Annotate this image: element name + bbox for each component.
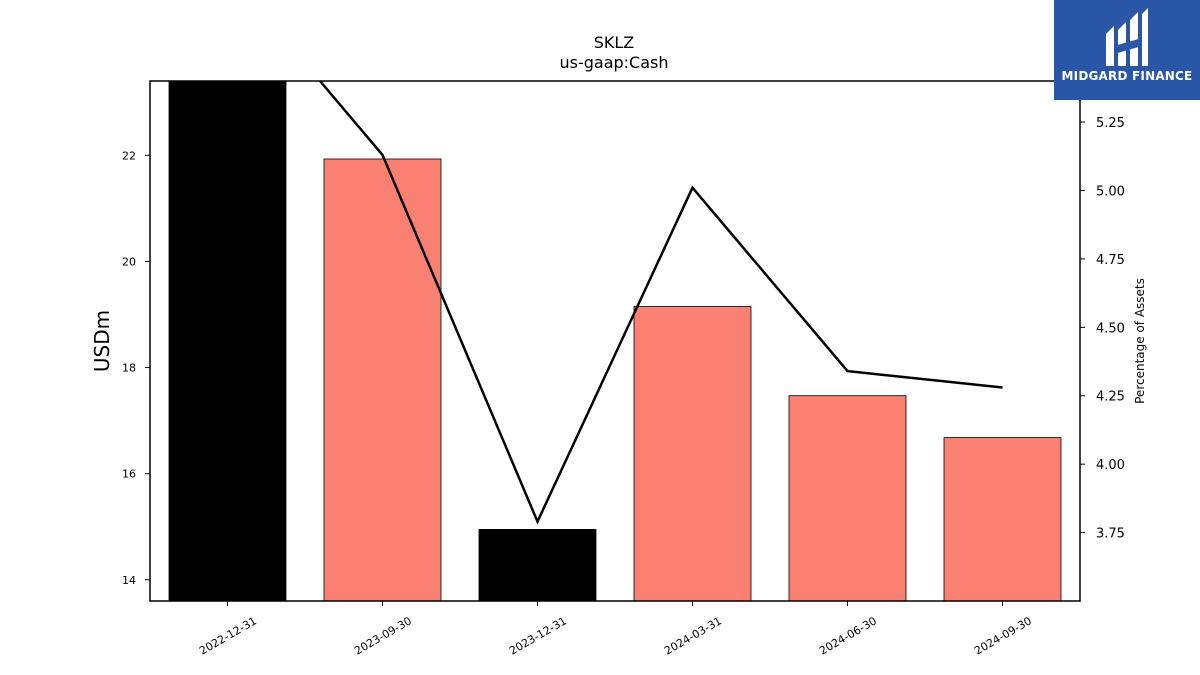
- y-tick-label: 22: [122, 149, 136, 162]
- plot-frame: [149, 80, 1081, 602]
- y2-tick-label: 4.50: [1096, 321, 1125, 336]
- bar-2022-12-31: [168, 80, 287, 602]
- bar-2024-06-30: [788, 395, 907, 602]
- chart-title: SKLZ: [594, 33, 635, 52]
- x-tick-label: 2022-12-31: [197, 614, 259, 657]
- y-axis-left: 14 16 18 20 22: [122, 149, 150, 587]
- y-axis-right: 3.75 4.00 4.25 4.50 4.75 5.00 5.25: [1080, 116, 1125, 542]
- x-tick-label: 2024-06-30: [817, 614, 879, 657]
- chart-subtitle: us-gaap:Cash: [559, 53, 668, 72]
- y2-axis-label: Percentage of Assets: [1133, 278, 1147, 404]
- bar-2024-09-30: [943, 437, 1062, 602]
- y2-tick-label: 4.00: [1096, 458, 1125, 473]
- brand-name: MIDGARD FINANCE: [1061, 69, 1193, 83]
- brand-logo: MIDGARD FINANCE: [1054, 0, 1200, 100]
- y2-tick-label: 4.25: [1096, 390, 1125, 405]
- x-tick-label: 2023-09-30: [352, 614, 414, 657]
- midgard-logo-icon: [1106, 8, 1148, 66]
- x-tick-label: 2024-03-31: [662, 614, 724, 657]
- bar-2024-03-31: [633, 306, 752, 602]
- bar-2023-09-30: [323, 158, 442, 602]
- y2-tick-label: 4.75: [1096, 253, 1125, 268]
- y2-tick-label: 5.00: [1096, 184, 1125, 199]
- bar-2023-12-31: [478, 529, 597, 602]
- y2-tick-label: 3.75: [1096, 527, 1125, 542]
- y-tick-label: 14: [122, 574, 136, 587]
- y-tick-label: 16: [122, 468, 136, 481]
- percentage-of-assets-line: [319, 80, 1003, 525]
- y-axis-label: USDm: [90, 310, 114, 372]
- percentage-line-group: [319, 80, 1003, 525]
- y-tick-label: 20: [122, 255, 136, 268]
- bars-group: [168, 80, 1062, 602]
- y-tick-label: 18: [122, 362, 136, 375]
- y2-tick-label: 5.25: [1096, 116, 1125, 131]
- x-tick-label: 2024-09-30: [972, 614, 1034, 657]
- x-axis: 2022-12-31 2023-09-30 2023-12-31 2024-03-31…: [197, 601, 1034, 658]
- x-tick-label: 2023-12-31: [507, 614, 569, 657]
